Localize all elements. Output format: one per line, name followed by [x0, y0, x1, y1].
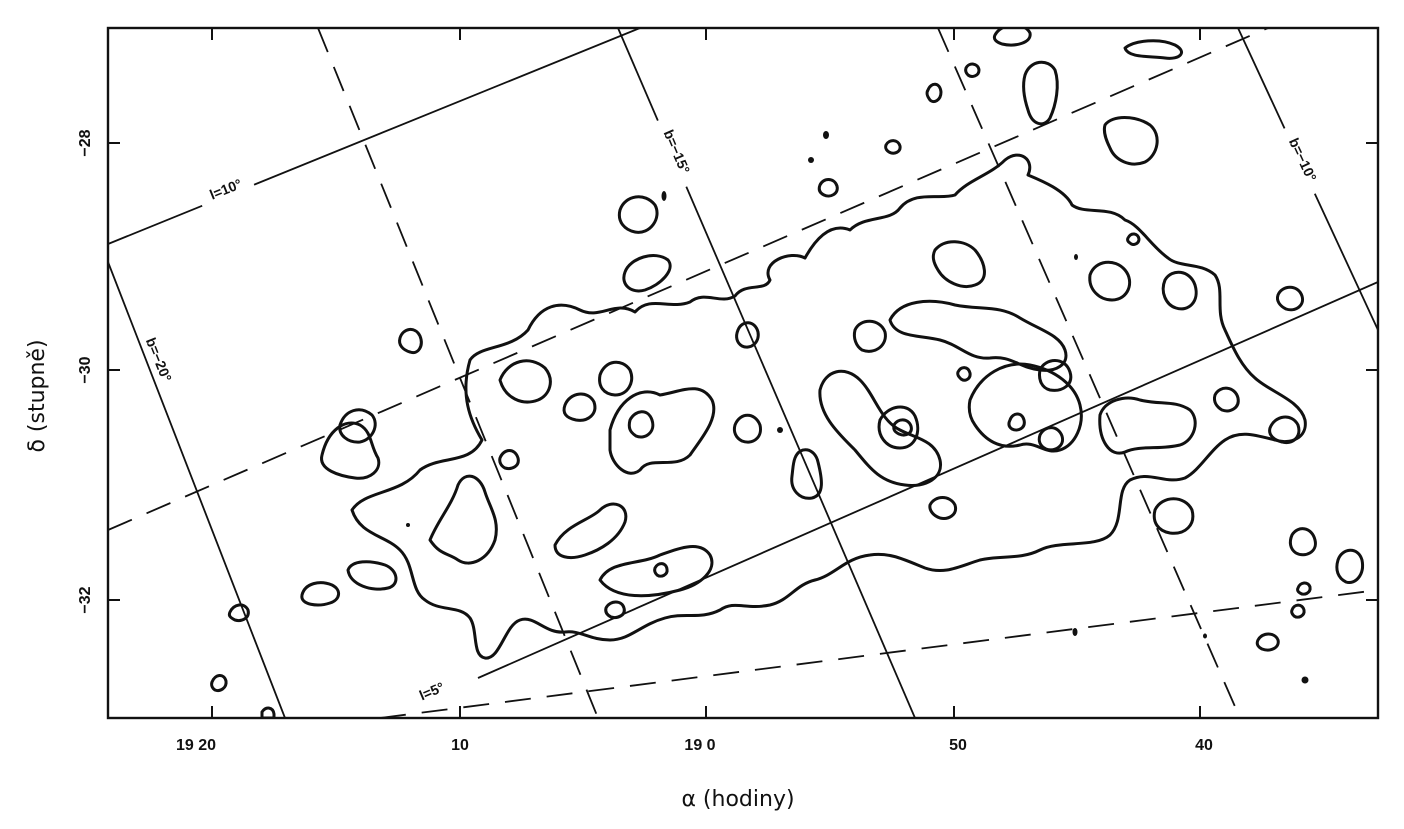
- contour-isolated-4: [300, 581, 340, 607]
- point-source-9: [777, 427, 783, 433]
- plot-area: l=10° l=5° b=−20° b=−15° b=−10°: [108, 28, 1378, 718]
- point-sources: [406, 131, 1309, 684]
- contour-isolated-16: [1022, 60, 1059, 126]
- dashed-line-l7: [108, 28, 1269, 531]
- contour-outer-main: [350, 153, 1307, 660]
- y-axis-ticks: [108, 142, 1378, 601]
- x-tick-label: 40: [1195, 737, 1213, 754]
- contour-isolated-33: [956, 366, 972, 382]
- contour-isolated-11: [817, 178, 839, 198]
- contour-inner-17: [1098, 396, 1197, 455]
- contour-isolated-8: [617, 195, 659, 234]
- contour-isolated-14: [964, 62, 981, 78]
- grid-labels: l=10° l=5° b=−20° b=−15° b=−10°: [136, 113, 1329, 710]
- dashed-grid-lines: [108, 28, 1378, 718]
- point-source-3: [661, 191, 667, 201]
- contour-isolated-18: [1102, 116, 1159, 166]
- contour-isolated-7: [210, 674, 228, 692]
- point-source-4: [1072, 628, 1078, 636]
- contour-isolated-19: [1276, 285, 1305, 312]
- contour-inner-5: [608, 387, 716, 475]
- y-tick-label: −28: [77, 129, 94, 156]
- contour-isolated-17: [1123, 39, 1183, 60]
- contour-inner-12: [892, 418, 913, 437]
- contour-isolated-3: [398, 328, 423, 355]
- contour-inner-14: [888, 299, 1068, 372]
- contour-isolated-5: [346, 560, 398, 591]
- point-source-6: [1203, 633, 1207, 639]
- contour-isolated-30: [498, 449, 520, 470]
- y-tick-label: −32: [77, 586, 94, 613]
- contour-isolated-32: [928, 496, 958, 520]
- contour-inner-3: [598, 360, 634, 397]
- y-axis-title: δ (stupně): [25, 339, 50, 452]
- x-tick-label: 10: [451, 737, 469, 754]
- contour-lines: [210, 28, 1365, 718]
- contour-inner-13: [852, 319, 887, 353]
- contour-isolated-29: [653, 562, 669, 578]
- contour-isolated-13: [925, 82, 943, 104]
- x-axis-title: α (hodiny): [681, 787, 794, 812]
- x-tick-label: 50: [949, 737, 967, 754]
- grid-line-l10: [108, 28, 641, 245]
- x-tick-labels: 19 20 10 19 0 50 40: [176, 737, 1213, 754]
- contour-inner-11: [877, 405, 920, 450]
- contour-inner-22: [1037, 426, 1065, 452]
- dashed-line-b-12: [937, 28, 1241, 718]
- contour-isolated-27: [1255, 632, 1280, 652]
- point-source-8: [1074, 254, 1078, 260]
- y-tick-labels: −28 −30 −32: [77, 129, 94, 613]
- y-tick-label: −30: [77, 356, 94, 383]
- contour-isolated-34: [1126, 232, 1141, 246]
- dashed-line-l3: [379, 589, 1378, 718]
- point-source-5: [1301, 676, 1309, 684]
- contour-isolated-23: [1288, 527, 1317, 557]
- contour-inner-15: [967, 362, 1083, 453]
- contour-isolated-6: [227, 603, 250, 622]
- grid-line-b-20: [108, 261, 286, 718]
- contour-inner-18: [1088, 260, 1131, 302]
- contour-isolated-20: [1268, 415, 1301, 445]
- x-axis-ticks: [211, 28, 1201, 718]
- grid-line-l5: [477, 281, 1378, 679]
- contour-isolated-21: [1152, 497, 1195, 535]
- contour-isolated-28: [604, 600, 626, 619]
- dashed-line-b-17: [317, 28, 599, 718]
- contour-isolated-15: [992, 28, 1032, 47]
- contour-isolated-24: [1335, 548, 1365, 585]
- contour-isolated-31: [790, 448, 823, 500]
- contour-inner-2: [498, 359, 552, 404]
- contour-isolated-35: [260, 706, 276, 718]
- contour-inner-4: [562, 392, 597, 422]
- contour-isolated-12: [884, 139, 902, 155]
- contour-inner-19: [1161, 270, 1198, 311]
- contour-inner-9: [598, 545, 714, 598]
- point-source-1: [823, 131, 829, 139]
- contour-inner-20: [931, 240, 986, 288]
- contour-isolated-25: [1296, 581, 1312, 596]
- contour-isolated-26: [1290, 603, 1306, 619]
- contour-inner-7: [732, 413, 762, 444]
- point-source-2: [808, 157, 814, 163]
- contour-isolated-10: [735, 321, 760, 349]
- contour-inner-8: [553, 502, 628, 559]
- plot-frame: [106, 26, 1380, 720]
- x-tick-label: 19 0: [684, 737, 715, 754]
- contour-inner-6: [627, 410, 655, 439]
- contour-inner-21: [1007, 412, 1026, 432]
- contour-isolated-1: [320, 421, 381, 480]
- contour-inner-10: [818, 369, 942, 488]
- contour-isolated-22: [1213, 386, 1240, 413]
- contour-inner-1: [428, 474, 498, 565]
- point-source-7: [406, 523, 410, 527]
- x-tick-label: 19 20: [176, 737, 216, 754]
- contour-isolated-2: [338, 408, 377, 444]
- contour-isolated-9: [622, 254, 672, 293]
- contour-inner-16: [1038, 359, 1073, 392]
